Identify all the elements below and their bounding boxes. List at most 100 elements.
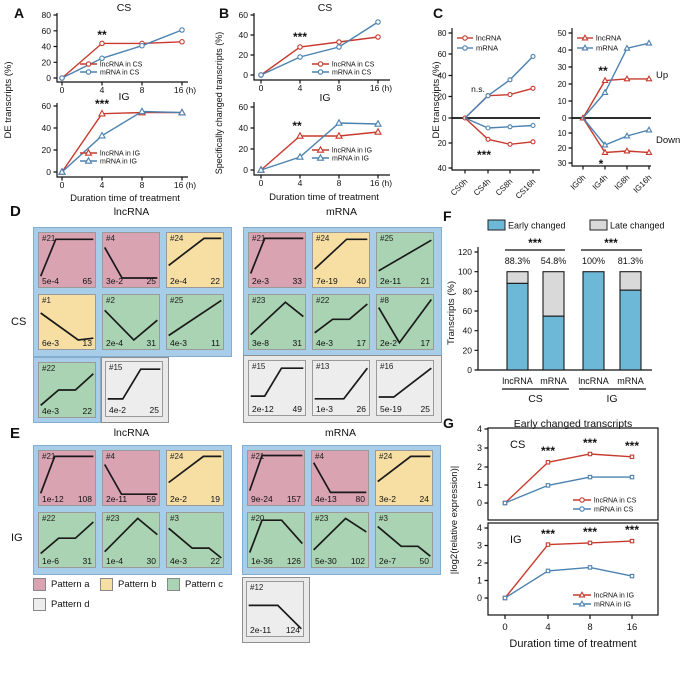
- tile-pvalue: 2e-11: [250, 625, 272, 635]
- legend-label: lncRNA in CS: [100, 62, 143, 69]
- legend: lncRNA mRNA: [577, 34, 621, 53]
- series-lncrna-up: [579, 74, 653, 121]
- tile-pvalue: 2e-12: [252, 404, 274, 414]
- panel-a-xlabel: Duration time of treatment: [70, 193, 180, 204]
- panel-a-ylabel: DE transcripts (%): [3, 61, 14, 138]
- tile-trend-line: [248, 451, 304, 505]
- pattern-a-label: Pattern a: [51, 579, 90, 590]
- pattern-d-label: Pattern d: [51, 599, 90, 610]
- series-mrna-down: [582, 117, 653, 148]
- tile-trend-line: [167, 451, 223, 505]
- pattern-c-swatch: [167, 578, 180, 591]
- tile-count: 30: [146, 556, 156, 566]
- series-lncrna-cs: [502, 451, 635, 506]
- ytick: 0: [46, 167, 51, 177]
- tile-id: #4: [106, 234, 115, 243]
- tile-count: 11: [211, 338, 220, 348]
- xtick: 0: [259, 178, 264, 188]
- tile-pvalue: 4e-3: [316, 338, 334, 348]
- early-bar: [506, 282, 529, 371]
- legend-label: lncRNA: [596, 34, 621, 43]
- xtick: 16 (h): [370, 83, 392, 93]
- tile-id: #23: [252, 296, 266, 305]
- legend: lncRNA in CS mRNA in CS: [80, 61, 143, 77]
- ytick: 0: [467, 365, 472, 375]
- ytick: 3: [477, 541, 482, 551]
- tile-pvalue: 2e-4: [170, 276, 188, 286]
- tile-count: 21: [420, 276, 430, 286]
- legend-label: mRNA: [596, 44, 618, 53]
- panel-b-xlabel: Duration time of treatment: [269, 192, 379, 203]
- panel-b-ig-chart: IG 0 20 40 60 0 4 8 16 (h) ** lncRNA in …: [239, 92, 393, 188]
- tile-id: #25: [170, 296, 184, 305]
- legend-label: lncRNA in CS: [332, 62, 375, 69]
- tile-trend-line: [39, 513, 95, 567]
- ytick: 60: [239, 102, 249, 112]
- pattern-tile: #21 5e-4 65: [38, 232, 96, 288]
- pct-label: 88.3%: [505, 256, 531, 266]
- series-mrna-cs: [59, 27, 185, 81]
- tile-count: 31: [146, 338, 156, 348]
- tile-trend-line: [39, 451, 95, 505]
- pattern-tile: #21 1e-12 108: [38, 450, 96, 506]
- ytick: 0: [46, 73, 51, 83]
- tile-trend-line: [313, 295, 369, 349]
- tile-pvalue: 2e-11: [380, 276, 402, 286]
- xtick: 4: [298, 178, 303, 188]
- series-mrna-ig: [257, 118, 382, 173]
- group-label: IG: [606, 393, 617, 405]
- legend: lncRNA in CS mRNA in CS: [573, 497, 637, 514]
- series-mrna-cs: [502, 474, 635, 506]
- pattern-tile: #15 4e-2 25: [105, 361, 163, 417]
- tile-count: 33: [292, 276, 302, 286]
- axes: [253, 102, 390, 176]
- pattern-legend-item: Pattern c: [167, 578, 223, 591]
- ytick: 40: [42, 42, 52, 52]
- significance: **: [292, 119, 302, 133]
- group-label: CS: [528, 393, 543, 405]
- xtick: 0: [60, 180, 65, 190]
- panel-g-cs-chart: 0 1 2 3 4 CS *** *** *** lncRNA in CS mR…: [477, 424, 659, 521]
- xtick: 8: [337, 178, 342, 188]
- panel-d-lncrna-bluebox: #21 5e-4 65 #4 3e-2 25 #24 2e-4 22 #1 6e…: [33, 227, 232, 357]
- pattern-d-swatch: [33, 598, 46, 611]
- pattern-tile: #1 6e-3 13: [38, 294, 96, 350]
- significance: ***: [293, 30, 307, 44]
- pattern-tile: #4 2e-11 59: [102, 450, 160, 506]
- plot-frame: [487, 522, 659, 616]
- series-mrna-ig: [502, 565, 635, 601]
- tile-pvalue: 6e-3: [42, 338, 60, 348]
- ytick: 40: [239, 123, 249, 133]
- tile-trend-line: [377, 295, 433, 349]
- tile-trend-line: [249, 295, 305, 349]
- cs-label: CS: [510, 439, 525, 451]
- xtick: 16 (h): [370, 178, 392, 188]
- pattern-tile: #25 4e-3 11: [166, 294, 224, 350]
- xtick: 4: [545, 622, 550, 633]
- tile-pvalue: 2e-2: [170, 494, 188, 504]
- tile-pvalue: 2e-3: [252, 276, 270, 286]
- ytick: 4: [477, 424, 482, 434]
- panel-e-row-label: IG: [11, 532, 23, 544]
- pattern-tile: #4 4e-13 80: [311, 450, 369, 506]
- xtick: 8: [587, 622, 592, 633]
- pattern-tile: #3 4e-3 22: [166, 512, 224, 568]
- series-lncrna-cs: [258, 34, 381, 78]
- tile-trend-line: [39, 363, 95, 417]
- panel-e-lncrna-title: lncRNA: [113, 427, 150, 439]
- tile-pvalue: 4e-13: [315, 494, 337, 504]
- tile-id: #21: [252, 234, 266, 243]
- axes: [571, 28, 651, 167]
- legend-label: mRNA in CS: [332, 70, 372, 77]
- ytick: 50: [558, 29, 567, 38]
- tile-count: 25: [146, 276, 156, 286]
- legend-label: lncRNA in CS: [594, 498, 637, 505]
- tile-id: #15: [109, 363, 123, 372]
- axes: [56, 103, 188, 178]
- panel-e-lncrna-bluebox: #21 1e-12 108 #4 2e-11 59 #24 2e-2 19 #2…: [33, 445, 232, 575]
- panel-d-lncrna-bluebox-row3: #22 4e-3 22: [33, 357, 101, 423]
- panel-d-label: D: [10, 203, 21, 220]
- ytick: 0: [442, 114, 447, 123]
- xtick: mRNA: [617, 376, 644, 386]
- early-bar: [582, 271, 605, 371]
